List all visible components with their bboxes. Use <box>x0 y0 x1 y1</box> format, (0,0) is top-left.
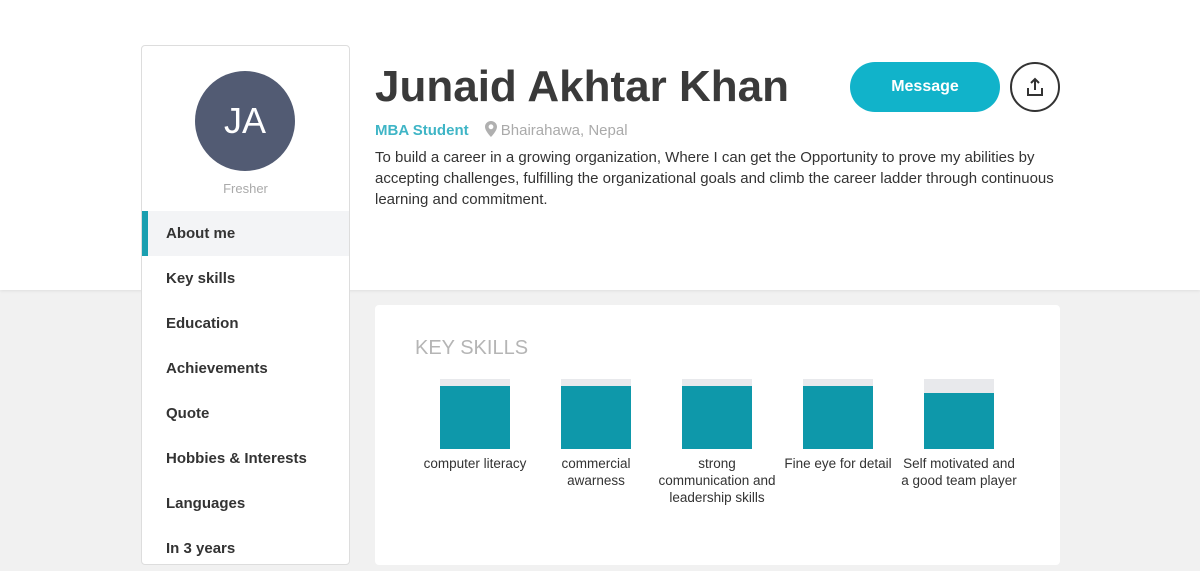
skill-item: Fine eye for detail <box>778 379 898 472</box>
skill-label: commercial awarness <box>561 456 631 488</box>
location-pin-icon <box>484 121 497 137</box>
skill-bar <box>803 379 873 449</box>
skill-item: commercial awarness <box>536 379 656 489</box>
share-upload-icon <box>1027 77 1043 96</box>
skill-bar-fill <box>440 386 510 449</box>
message-button[interactable]: Message <box>850 62 1000 112</box>
profile-bio: To build a career in a growing organizat… <box>375 149 1054 208</box>
sidebar: JA Fresher About me Key skills Education Ac… <box>141 45 350 565</box>
skill-bar <box>924 379 994 449</box>
location-text: Bhairahawa, Nepal <box>500 122 628 139</box>
skill-item: Self motivated and a good team player <box>899 379 1019 489</box>
skill-label: Self motivated and a good team player <box>901 456 1017 488</box>
sidebar-item-key-skills[interactable]: Key skills <box>166 270 236 287</box>
profile-role: MBA Student <box>375 122 469 139</box>
sidebar-item-languages[interactable]: Languages <box>166 495 246 512</box>
profile-name: Junaid Akhtar Khan <box>375 62 789 111</box>
experience-level: Fresher <box>223 181 268 196</box>
skill-label: computer literacy <box>423 456 527 471</box>
sidebar-item-education[interactable]: Education <box>166 315 239 332</box>
skill-label: strong communication and leadership skil… <box>658 456 776 505</box>
skill-label: Fine eye for detail <box>784 456 892 471</box>
sidebar-item-in-3-years[interactable]: In 3 years <box>166 540 236 557</box>
profile-location: Bhairahawa, Nepal <box>484 121 628 139</box>
share-button[interactable] <box>1010 62 1060 112</box>
key-skills-card: KEY SKILLS computer literacy commercial a… <box>375 305 1060 565</box>
skill-item: strong communication and leadership skil… <box>657 379 777 506</box>
sidebar-item-about-me[interactable]: About me <box>142 211 349 256</box>
skill-bar <box>561 379 631 449</box>
skill-bar-fill <box>803 386 873 449</box>
skill-item: computer literacy <box>415 379 535 472</box>
profile-subtitle: MBA Student Bhairahawa, Nepal <box>375 121 628 139</box>
skill-bar-fill <box>682 386 752 449</box>
skill-bar-fill <box>561 386 631 449</box>
sidebar-nav: About me Key skills Education Achievements Q… <box>142 211 349 571</box>
skill-bar <box>682 379 752 449</box>
skill-bar-fill <box>924 393 994 449</box>
skill-bar <box>440 379 510 449</box>
key-skills-title: KEY SKILLS <box>415 337 529 359</box>
sidebar-item-quote[interactable]: Quote <box>166 405 210 422</box>
sidebar-item-achievements[interactable]: Achievements <box>166 360 268 377</box>
sidebar-item-hobbies-interests[interactable]: Hobbies & Interests <box>166 450 307 467</box>
avatar: JA <box>195 71 295 171</box>
